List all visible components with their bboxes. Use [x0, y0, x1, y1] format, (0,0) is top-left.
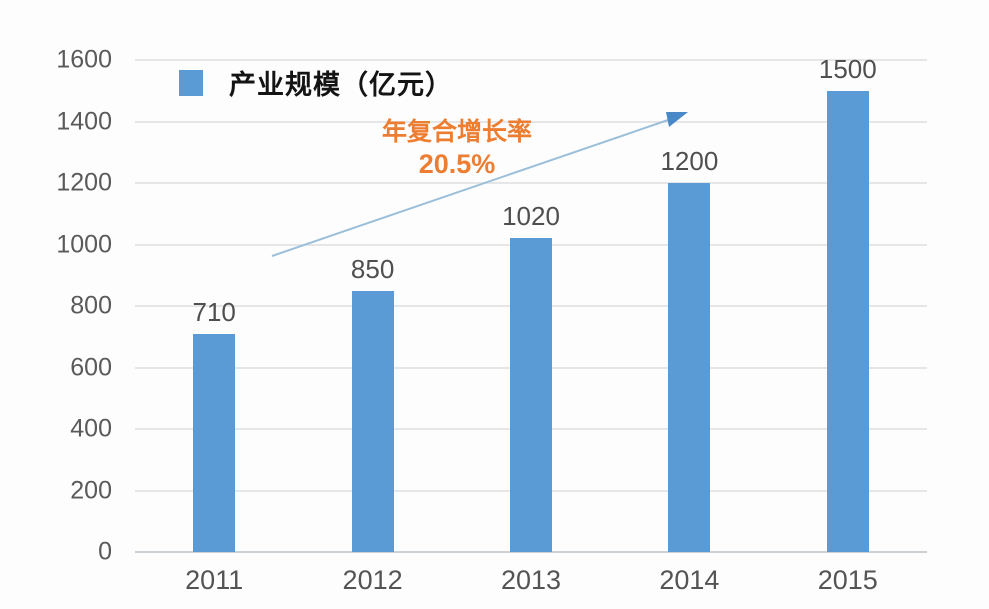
legend-swatch-icon — [179, 69, 203, 96]
bar-value-label: 850 — [350, 253, 395, 284]
bar-2011 — [193, 333, 236, 552]
y-axis-tick-label: 1000 — [56, 230, 112, 258]
cagr-annotation: 年复合增长率 20.5% — [347, 117, 567, 182]
bar-2012 — [351, 290, 394, 552]
y-axis-tick-label: 0 — [98, 537, 112, 566]
y-axis-tick-label: 600 — [70, 353, 112, 381]
y-axis-tick-label: 1200 — [56, 168, 112, 197]
y-axis-tick-label: 200 — [70, 476, 112, 504]
bar-2015 — [826, 90, 869, 552]
x-axis-tick-label: 2011 — [185, 565, 244, 595]
bar-2014 — [668, 183, 711, 552]
x-axis-tick-label: 2012 — [342, 565, 403, 595]
bar-value-label: 1020 — [502, 201, 560, 232]
cagr-annotation-text: 年复合增长率 — [381, 118, 532, 146]
legend-label: 产业规模（亿元） — [229, 70, 453, 100]
y-axis-tick-label: 400 — [70, 414, 112, 443]
x-axis-tick-label: 2015 — [817, 565, 878, 595]
x-axis-baseline — [135, 551, 927, 553]
cagr-annotation-value: 20.5% — [418, 149, 496, 180]
legend: 产业规模（亿元） — [179, 63, 453, 102]
y-axis-tick-label: 800 — [70, 291, 112, 320]
bar-value-label: 710 — [192, 296, 236, 327]
gridline — [135, 182, 927, 184]
y-axis-tick-label: 1600 — [56, 45, 112, 74]
bar-2013 — [510, 238, 552, 552]
y-axis-tick-label: 1400 — [56, 107, 112, 135]
x-axis-tick-label: 2014 — [659, 565, 720, 595]
bar-value-label: 1500 — [818, 53, 877, 84]
gridline — [135, 59, 927, 61]
x-axis-tick-label: 2013 — [500, 565, 562, 595]
bar-value-label: 1200 — [660, 146, 719, 176]
